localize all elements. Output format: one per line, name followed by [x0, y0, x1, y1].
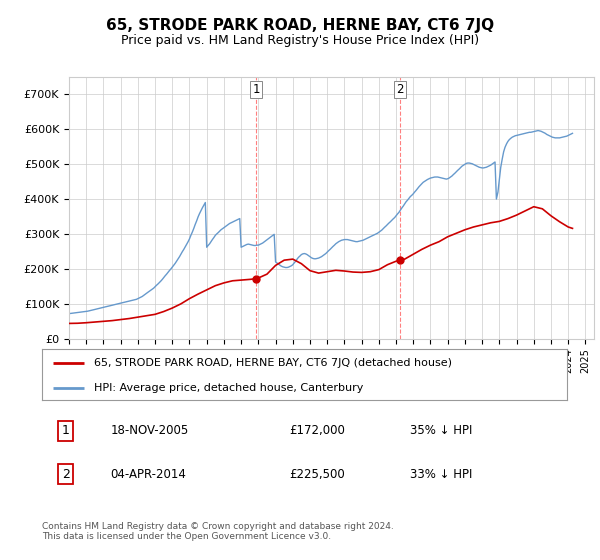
- Text: £172,000: £172,000: [289, 424, 344, 437]
- Text: 2: 2: [397, 83, 404, 96]
- Text: 65, STRODE PARK ROAD, HERNE BAY, CT6 7JQ (detached house): 65, STRODE PARK ROAD, HERNE BAY, CT6 7JQ…: [95, 358, 452, 368]
- Text: HPI: Average price, detached house, Canterbury: HPI: Average price, detached house, Cant…: [95, 382, 364, 393]
- Text: £225,500: £225,500: [289, 468, 344, 480]
- Text: 2: 2: [62, 468, 70, 480]
- Text: 1: 1: [62, 424, 70, 437]
- Text: 1: 1: [253, 83, 260, 96]
- Text: Contains HM Land Registry data © Crown copyright and database right 2024.
This d: Contains HM Land Registry data © Crown c…: [42, 522, 394, 542]
- Text: 33% ↓ HPI: 33% ↓ HPI: [409, 468, 472, 480]
- Text: 65, STRODE PARK ROAD, HERNE BAY, CT6 7JQ: 65, STRODE PARK ROAD, HERNE BAY, CT6 7JQ: [106, 18, 494, 33]
- Text: 18-NOV-2005: 18-NOV-2005: [110, 424, 188, 437]
- Text: Price paid vs. HM Land Registry's House Price Index (HPI): Price paid vs. HM Land Registry's House …: [121, 34, 479, 46]
- Text: 04-APR-2014: 04-APR-2014: [110, 468, 186, 480]
- Text: 35% ↓ HPI: 35% ↓ HPI: [409, 424, 472, 437]
